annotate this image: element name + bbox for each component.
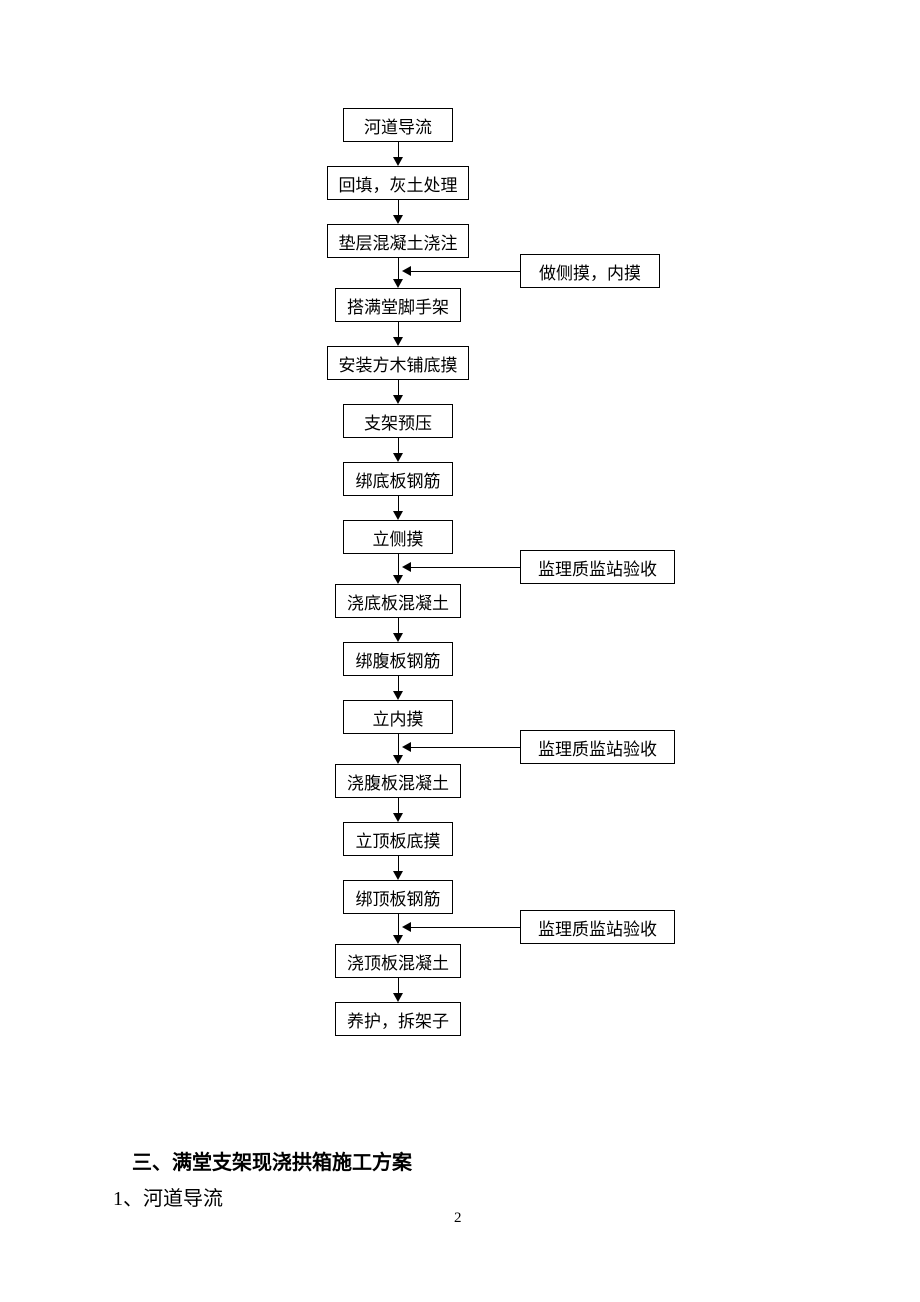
- flowchart-node: 立内摸: [343, 700, 453, 734]
- arrow-head-down-icon: [393, 691, 403, 700]
- flowchart-arrow: [398, 200, 399, 215]
- flowchart-arrow: [398, 142, 399, 157]
- arrow-head-down-icon: [393, 511, 403, 520]
- body-text: 1、河道导流: [113, 1182, 223, 1211]
- flowchart-arrow: [398, 438, 399, 453]
- flowchart-arrow: [398, 676, 399, 691]
- flowchart-arrow: [398, 554, 399, 575]
- flowchart-side-node: 监理质监站验收: [520, 910, 675, 944]
- flowchart-arrow: [411, 747, 520, 748]
- arrow-head-down-icon: [393, 813, 403, 822]
- flowchart-node: 养护，拆架子: [335, 1002, 461, 1036]
- flowchart-node: 绑腹板钢筋: [343, 642, 453, 676]
- flowchart-arrow: [398, 734, 399, 755]
- arrow-head-down-icon: [393, 575, 403, 584]
- arrow-head-left-icon: [402, 922, 411, 932]
- flowchart-node: 浇顶板混凝土: [335, 944, 461, 978]
- flowchart-arrow: [398, 258, 399, 279]
- arrow-head-down-icon: [393, 215, 403, 224]
- flowchart-arrow: [398, 798, 399, 813]
- arrow-head-down-icon: [393, 633, 403, 642]
- flowchart-node: 回填，灰土处理: [327, 166, 469, 200]
- arrow-head-down-icon: [393, 755, 403, 764]
- page-number: 2: [454, 1210, 462, 1227]
- arrow-head-down-icon: [393, 337, 403, 346]
- flowchart-node: 浇腹板混凝土: [335, 764, 461, 798]
- flowchart-node: 绑底板钢筋: [343, 462, 453, 496]
- flowchart-node: 搭满堂脚手架: [335, 288, 461, 322]
- flowchart-node: 河道导流: [343, 108, 453, 142]
- arrow-head-left-icon: [402, 742, 411, 752]
- arrow-head-left-icon: [402, 562, 411, 572]
- arrow-head-down-icon: [393, 935, 403, 944]
- flowchart-arrow: [398, 856, 399, 871]
- flowchart-node: 安装方木铺底摸: [327, 346, 469, 380]
- flowchart-node: 立顶板底摸: [343, 822, 453, 856]
- flowchart-side-node: 监理质监站验收: [520, 550, 675, 584]
- flowchart-node: 垫层混凝土浇注: [327, 224, 469, 258]
- flowchart-arrow: [411, 567, 520, 568]
- flowchart-node: 绑顶板钢筋: [343, 880, 453, 914]
- arrow-head-left-icon: [402, 266, 411, 276]
- flowchart-arrow: [398, 914, 399, 935]
- flowchart-side-node: 做侧摸，内摸: [520, 254, 660, 288]
- arrow-head-down-icon: [393, 871, 403, 880]
- flowchart-node: 支架预压: [343, 404, 453, 438]
- section-heading: 三、满堂支架现浇拱箱施工方案: [132, 1146, 412, 1175]
- arrow-head-down-icon: [393, 453, 403, 462]
- flowchart-arrow: [398, 618, 399, 633]
- flowchart-arrow: [398, 380, 399, 395]
- flowchart-arrow: [411, 271, 520, 272]
- flowchart-arrow: [398, 978, 399, 993]
- flowchart-arrow: [398, 322, 399, 337]
- arrow-head-down-icon: [393, 993, 403, 1002]
- flowchart-arrow: [411, 927, 520, 928]
- arrow-head-down-icon: [393, 157, 403, 166]
- flowchart-node: 浇底板混凝土: [335, 584, 461, 618]
- arrow-head-down-icon: [393, 395, 403, 404]
- flowchart-side-node: 监理质监站验收: [520, 730, 675, 764]
- flowchart-node: 立侧摸: [343, 520, 453, 554]
- arrow-head-down-icon: [393, 279, 403, 288]
- flowchart-arrow: [398, 496, 399, 511]
